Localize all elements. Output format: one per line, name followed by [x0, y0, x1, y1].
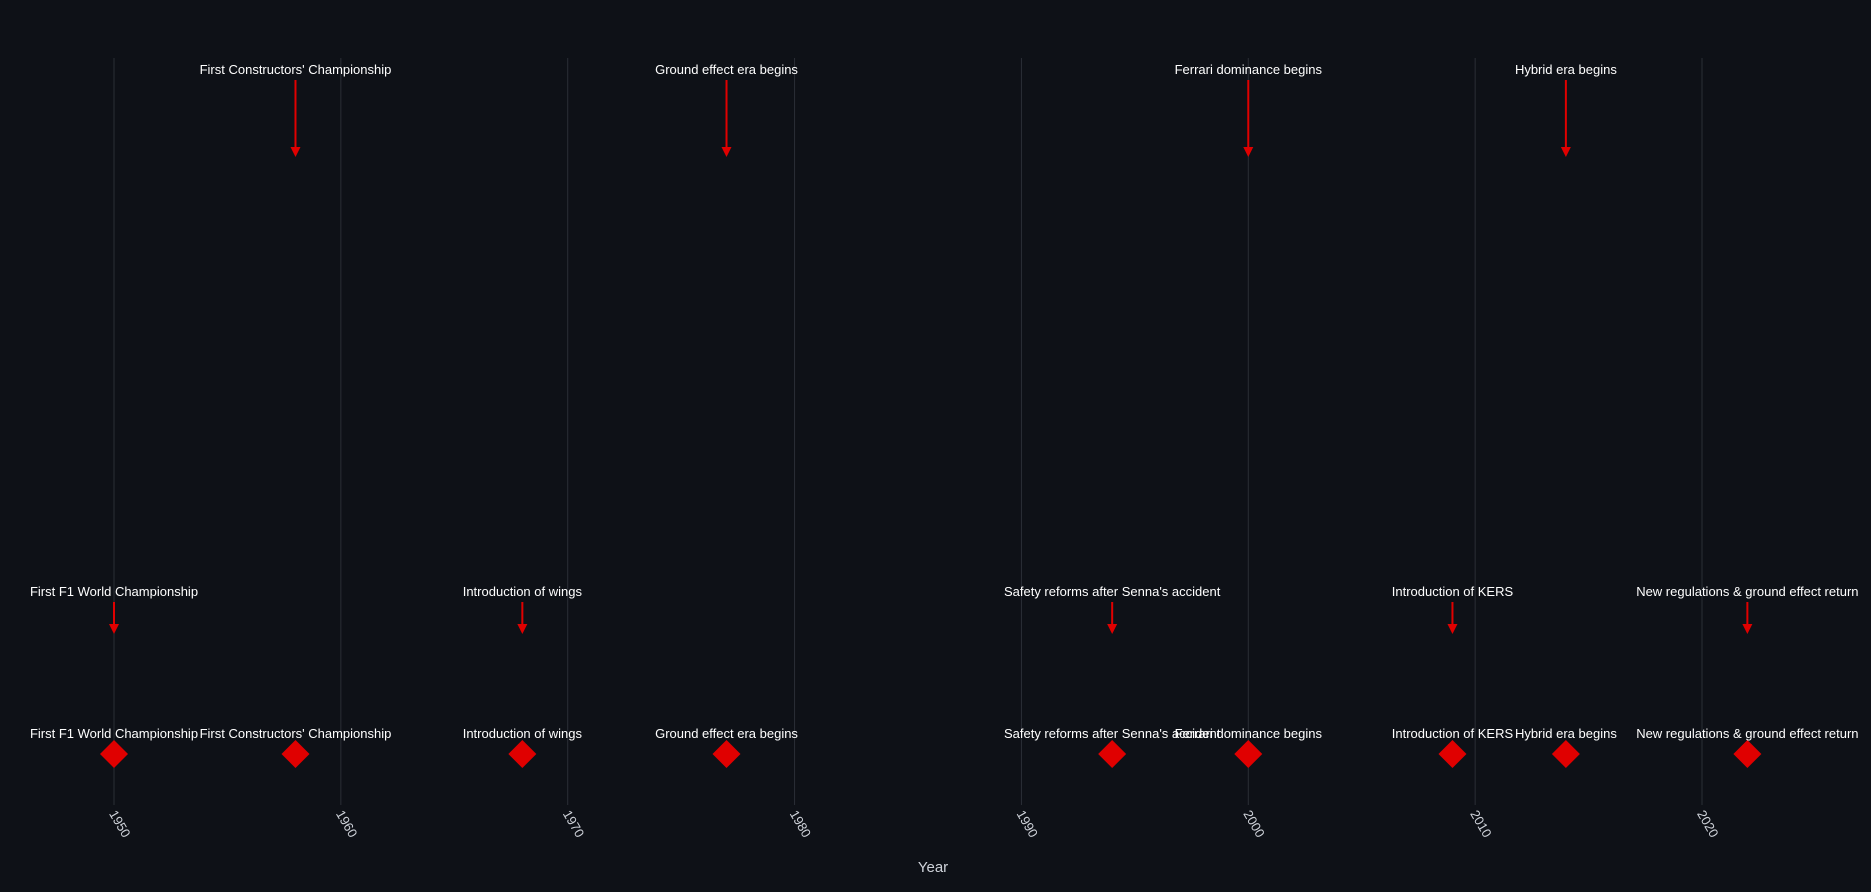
annotation-layer: First F1 World Championship First Constru… [30, 62, 1859, 634]
event-label: Introduction of KERS [1392, 726, 1514, 741]
x-tick-labels: 1950 1960 1970 1980 1990 2000 2010 2020 [106, 807, 1721, 840]
annotation-label: New regulations & ground effect return [1636, 584, 1858, 599]
annotation-label: First F1 World Championship [30, 584, 198, 599]
event-marker [1234, 740, 1263, 768]
annotation-label: Hybrid era begins [1515, 62, 1617, 77]
annotation-arrowhead [1243, 147, 1254, 157]
event-label: Safety reforms after Senna's accident [1004, 726, 1221, 741]
event-label: Ground effect era begins [655, 726, 798, 741]
annotation-arrowhead [1742, 624, 1753, 634]
x-tick-label-1990: 1990 [1014, 807, 1041, 840]
event-label: First Constructors' Championship [200, 726, 392, 741]
annotation-label: Ground effect era begins [655, 62, 798, 77]
annotation-arrowhead [290, 147, 301, 157]
annotation-label: Safety reforms after Senna's accident [1004, 584, 1221, 599]
annotation-arrowhead [1447, 624, 1458, 634]
annotation-arrowhead [109, 624, 119, 634]
marker-layer: First F1 World Championship First Constru… [30, 726, 1859, 768]
event-marker [100, 740, 128, 768]
event-label: Hybrid era begins [1515, 726, 1617, 741]
event-marker [1733, 740, 1762, 768]
event-marker [508, 740, 537, 768]
x-tick-label-1950: 1950 [106, 807, 133, 840]
annotation-label: First Constructors' Championship [200, 62, 392, 77]
x-tick-label-2010: 2010 [1467, 807, 1494, 840]
event-label: New regulations & ground effect return [1636, 726, 1858, 741]
annotation-label: Introduction of wings [463, 584, 583, 599]
x-axis-title: Year [918, 859, 948, 876]
event-label: Ferrari dominance begins [1175, 726, 1323, 741]
grid-layer [113, 58, 1703, 805]
event-label: First F1 World Championship [30, 726, 198, 741]
annotation-arrowhead [721, 147, 732, 157]
annotation-arrowhead [1560, 147, 1571, 157]
event-label: Introduction of wings [463, 726, 583, 741]
event-marker [1551, 740, 1580, 768]
x-tick-label-1960: 1960 [333, 807, 360, 840]
event-marker [1438, 740, 1467, 768]
annotation-arrowhead [517, 624, 528, 634]
annotation-arrowhead [1107, 624, 1118, 634]
annotation-label: Introduction of KERS [1392, 584, 1514, 599]
event-marker [712, 740, 741, 768]
event-marker [1098, 740, 1127, 768]
x-tick-label-2000: 2000 [1240, 807, 1267, 840]
event-marker [281, 740, 310, 768]
x-tick-label-1970: 1970 [560, 807, 587, 840]
x-tick-label-2020: 2020 [1694, 807, 1721, 840]
x-tick-label-1980: 1980 [787, 807, 814, 840]
annotation-label: Ferrari dominance begins [1175, 62, 1323, 77]
